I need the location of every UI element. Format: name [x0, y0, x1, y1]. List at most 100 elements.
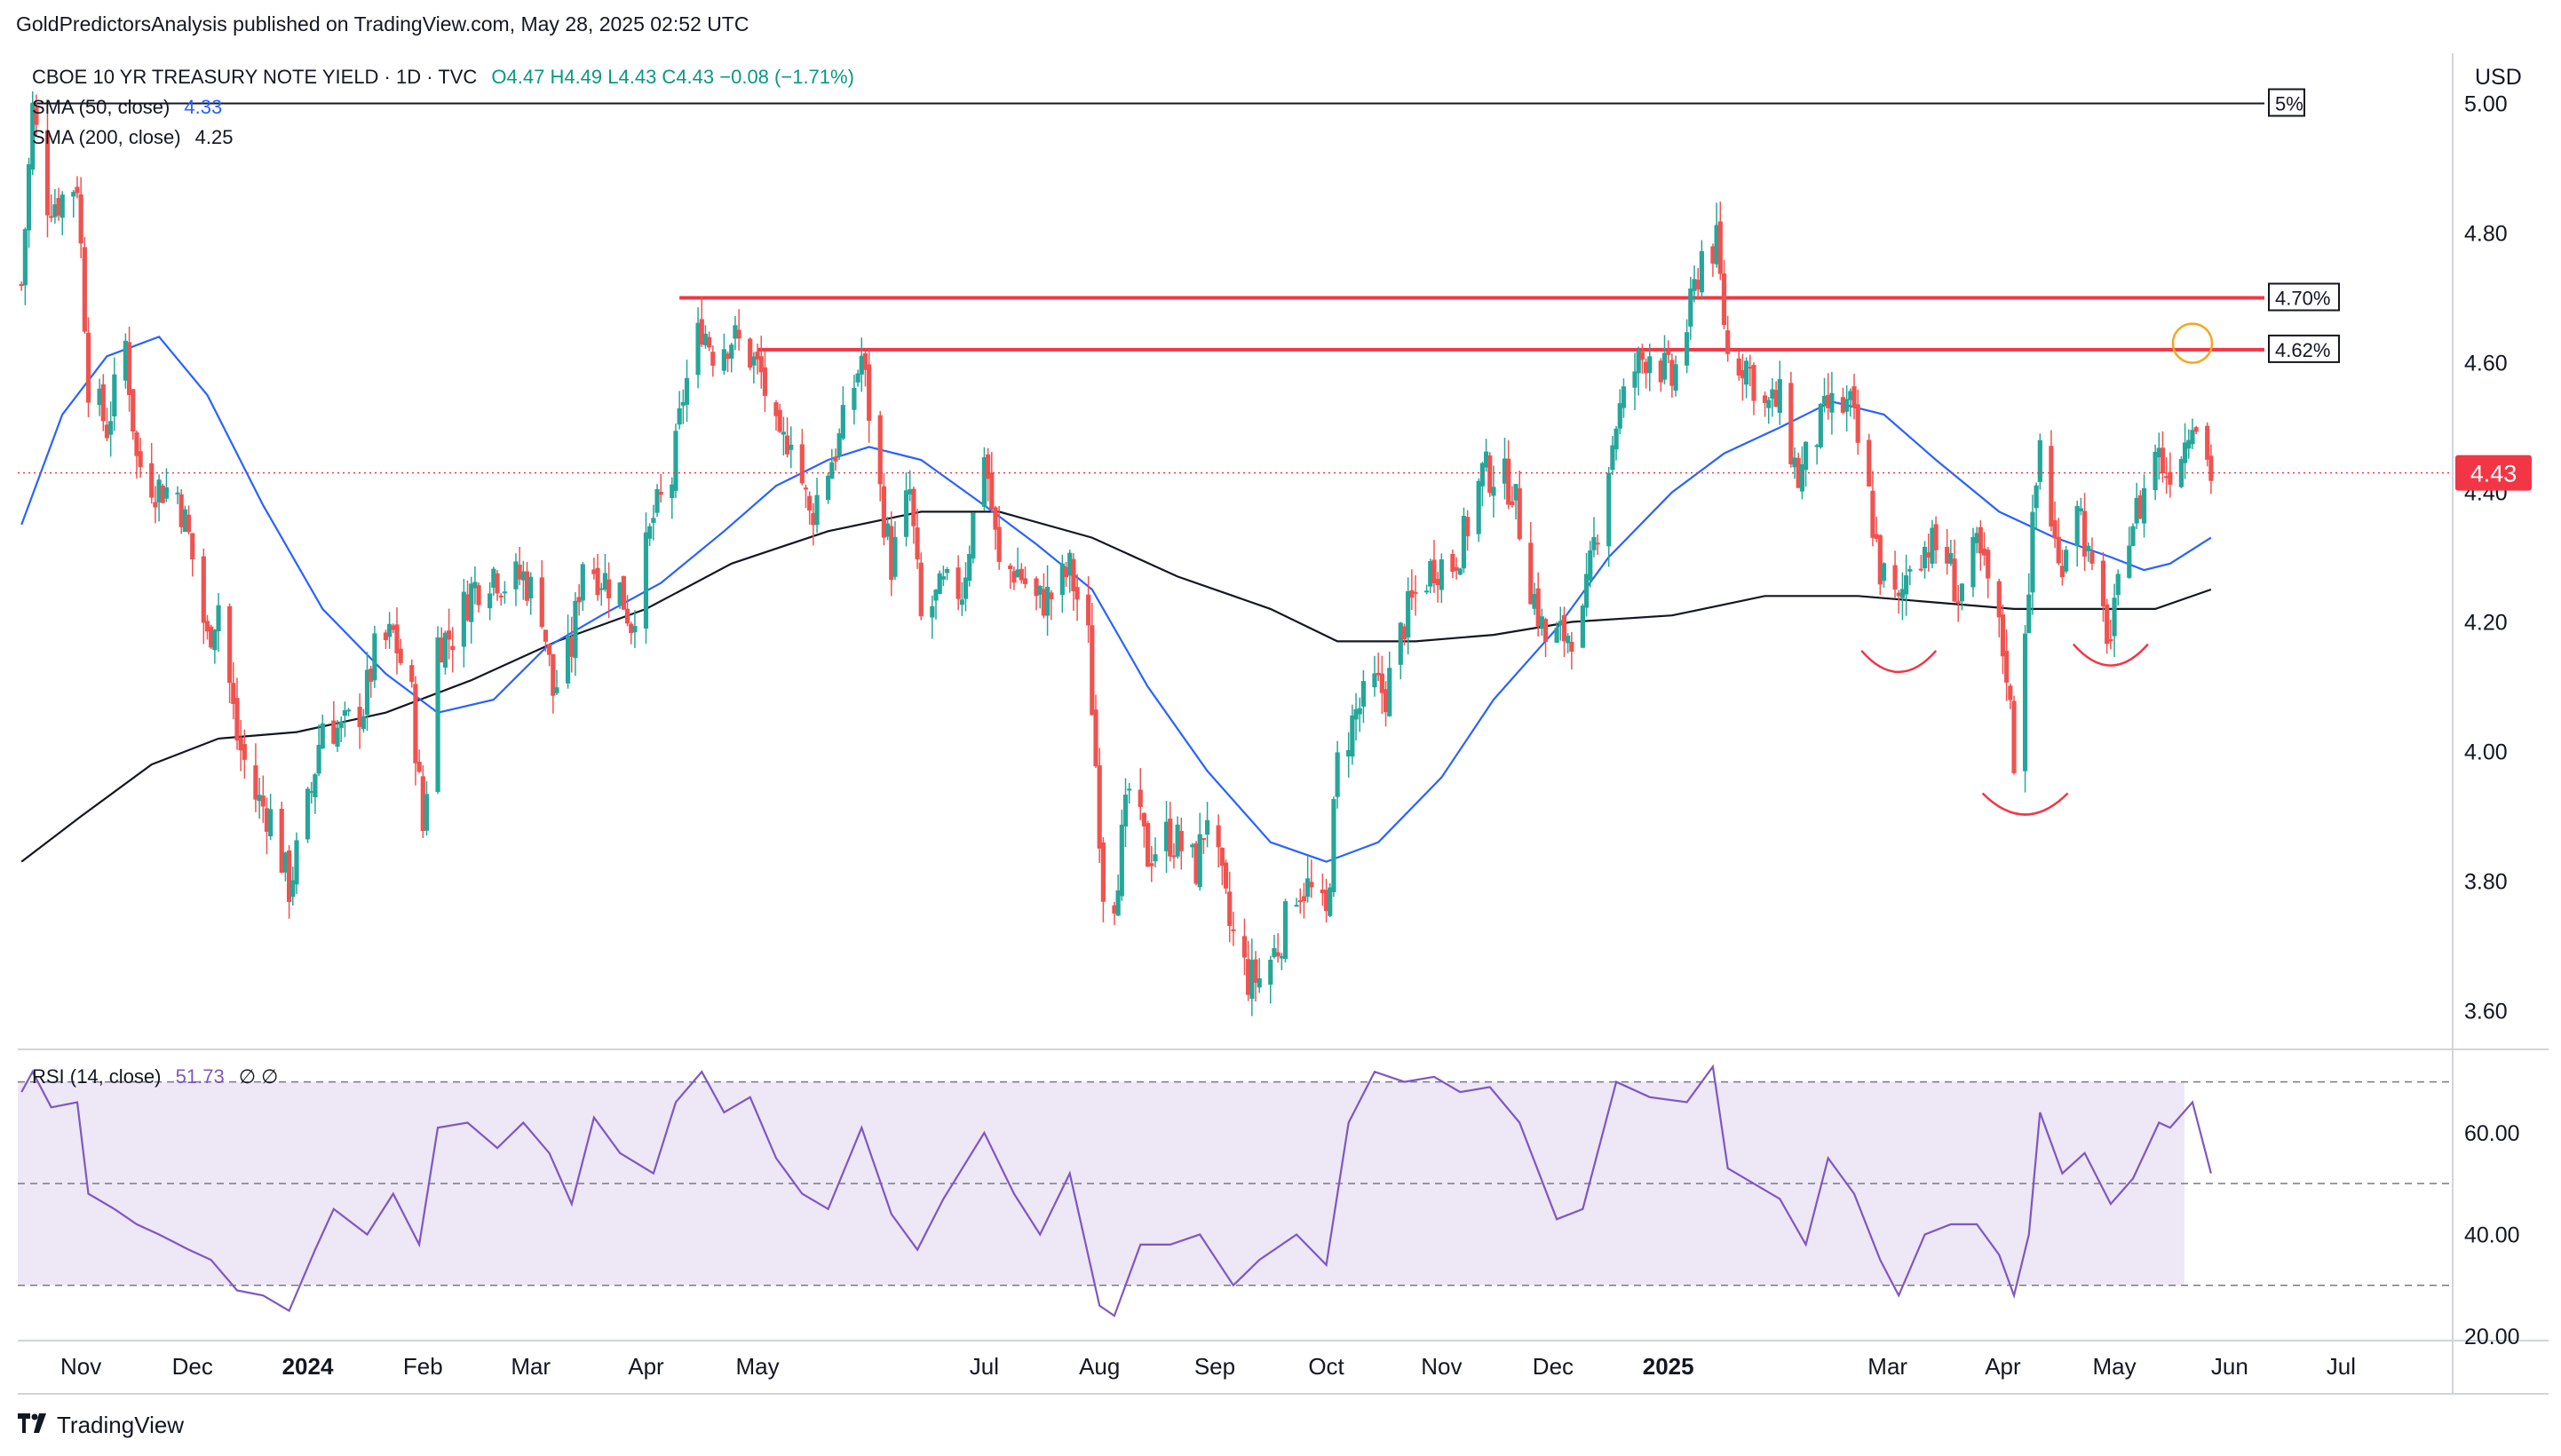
price-tick-label: 5.00 — [2464, 92, 2508, 117]
candle-body — [1063, 566, 1069, 578]
symbol-row[interactable]: CBOE 10 YR TREASURY NOTE YIELD · 1D · TV… — [32, 62, 854, 92]
candle-body — [955, 567, 961, 599]
last-price-label: 4.43 — [2470, 461, 2517, 487]
candle-body — [2059, 566, 2065, 578]
candle-body — [331, 720, 337, 744]
candle-body — [1268, 960, 1273, 985]
candle-body — [996, 526, 1002, 562]
candle-body — [629, 623, 634, 634]
candle-body — [201, 556, 206, 623]
candle-body — [937, 573, 942, 594]
candle-body — [1770, 389, 1775, 400]
candle-body — [335, 727, 340, 748]
candle-body — [695, 322, 701, 376]
sma200-label: SMA (200, close) — [32, 126, 181, 148]
candle-body — [1632, 371, 1637, 388]
sma50-line — [20, 335, 2212, 863]
candle-body — [1945, 546, 1950, 564]
candle-body — [1041, 589, 1047, 616]
candle-body — [153, 502, 158, 508]
time-axis-ticks[interactable]: Nov Dec 2024 Feb Mar Apr May Jul Aug Sep Oct Nov Dec… — [60, 1353, 2356, 1380]
candle-body — [1766, 400, 1772, 408]
candle-body — [264, 808, 270, 832]
candle-body — [1669, 360, 1675, 386]
candle-body — [565, 636, 571, 684]
candle-body — [30, 102, 36, 170]
candle-body — [1736, 358, 1741, 376]
candle-body — [1219, 847, 1225, 866]
candle-body — [1168, 819, 1173, 857]
candle-body — [1357, 708, 1362, 715]
candle-body — [1205, 819, 1210, 835]
candle-body — [227, 605, 233, 684]
footer-brand[interactable]: TradingView — [18, 1412, 184, 1439]
candle-body — [1673, 364, 1678, 392]
candle-body — [1457, 568, 1463, 575]
candle-body — [71, 192, 76, 197]
candle-body — [435, 637, 440, 792]
candle-body — [1881, 563, 1887, 582]
candle-body — [699, 319, 704, 345]
candle-body — [212, 629, 218, 651]
candle-body — [1401, 626, 1407, 640]
candle-body — [1814, 445, 1820, 447]
candle-body — [1561, 614, 1567, 642]
candle-body — [1554, 628, 1559, 643]
rsi-legend[interactable]: RSI (14, close) 51.73 ∅ ∅ — [32, 1065, 278, 1088]
candle-body — [1431, 559, 1437, 583]
candle-body — [59, 194, 65, 218]
candle-body — [573, 600, 578, 659]
candle-body — [282, 852, 289, 873]
candle-body — [2100, 560, 2106, 607]
candle-body — [1275, 952, 1280, 957]
candle-body — [409, 665, 415, 683]
candle-body — [1877, 534, 1883, 585]
candle-body — [989, 472, 995, 510]
candle-body — [547, 644, 552, 655]
candle-body — [2052, 519, 2058, 539]
candle-body — [1584, 574, 1590, 608]
currency-label[interactable]: USD — [2475, 65, 2522, 90]
candle-body — [940, 576, 946, 580]
candle-body — [1606, 472, 1612, 547]
candle-body — [1112, 905, 1117, 914]
candle-body — [1435, 579, 1440, 586]
candle-body — [755, 352, 760, 360]
candle-body — [569, 637, 575, 657]
candle-body — [268, 809, 274, 836]
candle-body — [1826, 394, 1831, 408]
price-axis-ticks[interactable]: 5.004.804.604.404.204.003.803.60 — [2464, 92, 2508, 1025]
candle-body — [855, 373, 860, 383]
candle-body — [1376, 672, 1381, 676]
candle-body — [260, 795, 266, 807]
candle-body — [1532, 593, 1537, 609]
candle-body — [1636, 350, 1641, 374]
candle-body — [680, 401, 686, 406]
candle-body — [1542, 619, 1549, 642]
candle-body — [707, 336, 712, 348]
candle-body — [2112, 597, 2117, 637]
candle-body — [892, 536, 898, 577]
candle-body — [789, 444, 794, 450]
sma50-row[interactable]: SMA (50, close) 4.33 — [32, 92, 854, 123]
candle-body — [1621, 386, 1627, 408]
candle-body — [748, 338, 753, 368]
time-tick-label: Apr — [628, 1353, 664, 1380]
candle-body — [313, 774, 318, 797]
candle-body — [632, 626, 638, 633]
rsi-axis-ticks[interactable]: 60.00 40.00 20.00 — [2464, 1121, 2520, 1349]
candle-body — [1643, 361, 1649, 374]
candle-body — [1867, 439, 1872, 487]
candle-body — [22, 229, 28, 286]
candle-body — [1539, 616, 1544, 629]
resistance-touch-circle — [2171, 322, 2214, 364]
candle-body — [908, 489, 913, 495]
rsi-guide-lines — [18, 1080, 2453, 1286]
sma200-row[interactable]: SMA (200, close) 4.25 — [32, 123, 854, 153]
candle-body — [1647, 356, 1653, 374]
candle-body — [1044, 587, 1051, 616]
rsi-tick-label: 40.00 — [2464, 1223, 2520, 1247]
candle-body — [1015, 569, 1020, 578]
candle-body — [2037, 439, 2042, 482]
